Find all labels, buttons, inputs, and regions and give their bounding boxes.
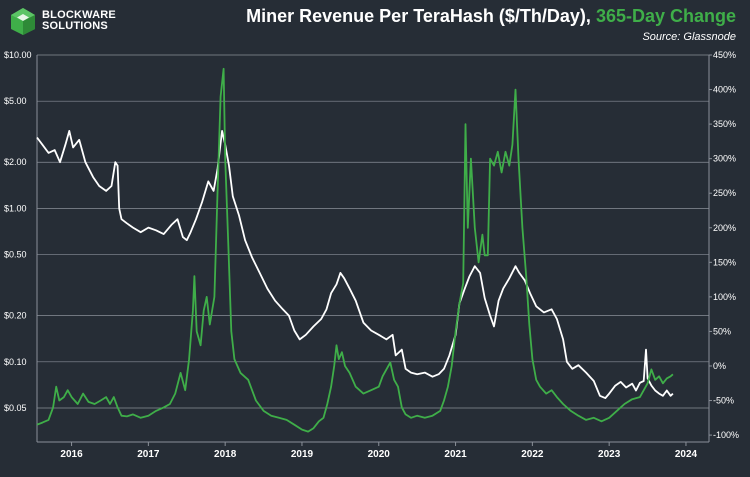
right-tick-label: 200% <box>713 223 736 233</box>
x-tick-label: 2024 <box>675 449 698 460</box>
chart-title-main: Miner Revenue Per TeraHash ($/Th/Day), <box>246 6 591 26</box>
right-tick-label: 450% <box>713 50 736 60</box>
x-tick-label: 2016 <box>60 449 83 460</box>
left-tick-label: $0.20 <box>4 311 27 321</box>
brand-name: BLOCKWARE SOLUTIONS <box>42 10 116 32</box>
right-tick-label: 100% <box>713 292 736 302</box>
x-tick-label: 2023 <box>598 449 621 460</box>
left-tick-label: $10.00 <box>4 50 32 60</box>
right-tick-label: 250% <box>713 188 736 198</box>
chart-title: Miner Revenue Per TeraHash ($/Th/Day), 3… <box>246 6 736 27</box>
right-tick-label: 300% <box>713 154 736 164</box>
brand-line2: SOLUTIONS <box>42 20 108 32</box>
revenue-per-th-line <box>36 130 674 399</box>
left-tick-label: $2.00 <box>4 157 27 167</box>
left-tick-label: $5.00 <box>4 96 27 106</box>
series-lines <box>36 67 674 433</box>
blockware-cube-icon <box>11 8 35 35</box>
yoy-change-line <box>36 67 674 433</box>
right-tick-label: 0% <box>713 361 726 371</box>
right-tick-label: 400% <box>713 85 736 95</box>
chart-source: Source: Glassnode <box>642 31 736 43</box>
chart-title-accent: 365-Day Change <box>595 6 736 26</box>
right-axis-ticks: 450% 400% 350% 300% 250% 200% 150% 100% 50% 0% -50… <box>709 50 739 440</box>
x-tick-label: 2022 <box>521 449 544 460</box>
left-tick-label: $0.50 <box>4 250 27 260</box>
x-axis-ticks: 2016 2017 2018 2019 2020 2021 2022 2023 2024 <box>60 442 698 460</box>
right-tick-label: 150% <box>713 257 736 267</box>
grid-lines <box>36 54 710 443</box>
left-tick-label: $1.00 <box>4 203 27 213</box>
left-tick-label: $0.05 <box>4 403 27 413</box>
left-axis-ticks: $10.00 $5.00 $2.00 $1.00 $0.50 $0.20 $0.10 $0.0… <box>4 50 32 413</box>
x-tick-label: 2020 <box>368 449 391 460</box>
x-tick-label: 2018 <box>214 449 237 460</box>
right-tick-label: -50% <box>713 396 734 406</box>
brand-line1: BLOCKWARE <box>42 9 116 21</box>
x-tick-label: 2021 <box>444 449 467 460</box>
right-tick-label: 50% <box>713 326 731 336</box>
left-tick-label: $0.10 <box>4 357 27 367</box>
brand-logo: BLOCKWARE SOLUTIONS <box>8 6 116 36</box>
x-tick-label: 2017 <box>137 449 160 460</box>
right-tick-label: -100% <box>713 430 739 440</box>
right-tick-label: 350% <box>713 119 736 129</box>
x-tick-label: 2019 <box>291 449 314 460</box>
